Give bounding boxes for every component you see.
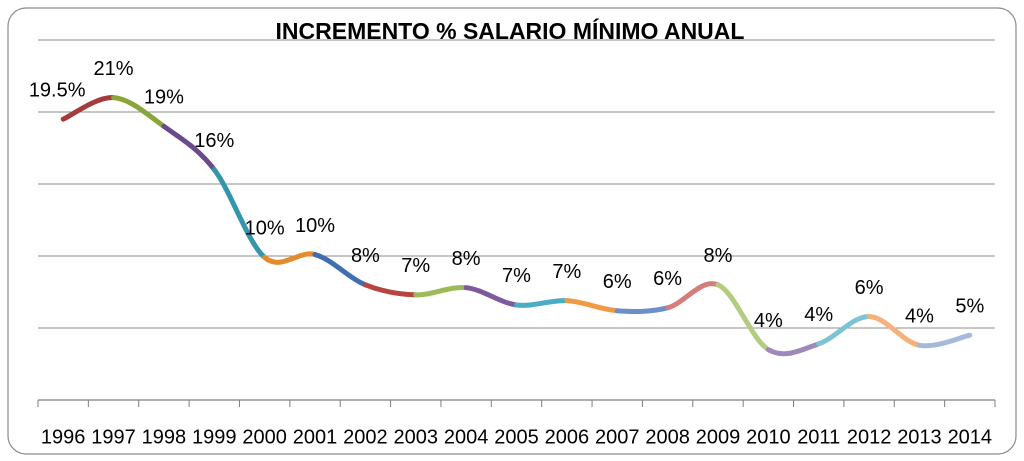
x-tick-label: 2012 xyxy=(847,426,892,448)
line-segment xyxy=(866,313,922,348)
data-label: 8% xyxy=(351,245,380,267)
data-label: 7% xyxy=(502,265,531,287)
line-series xyxy=(60,95,973,357)
x-tick-label: 2002 xyxy=(343,426,388,448)
data-label: 8% xyxy=(452,248,481,270)
grid xyxy=(37,39,996,407)
data-label: 21% xyxy=(94,58,134,80)
data-label: 4% xyxy=(754,310,783,332)
data-label: 7% xyxy=(552,261,581,283)
data-label: 7% xyxy=(401,255,430,277)
line-segment xyxy=(211,167,268,260)
line-segment xyxy=(715,282,771,353)
data-label: 19% xyxy=(144,87,184,109)
line-segment xyxy=(665,281,721,311)
data-label: 8% xyxy=(704,245,733,267)
x-tick-label: 1997 xyxy=(91,426,136,448)
line-segment xyxy=(262,251,318,265)
x-tick-label: 1996 xyxy=(41,426,86,448)
x-tick-label: 2010 xyxy=(746,426,791,448)
data-label: 10% xyxy=(245,218,285,240)
x-tick-label: 2006 xyxy=(545,426,590,448)
line-segment xyxy=(463,285,519,308)
line-segment xyxy=(816,313,872,347)
data-label: 10% xyxy=(295,215,335,237)
line-segment xyxy=(564,298,620,314)
x-tick-label: 2014 xyxy=(948,426,993,448)
x-tick-label: 2005 xyxy=(494,426,539,448)
line-segment xyxy=(614,305,671,314)
line-segment xyxy=(362,282,419,298)
labels: 19.5% 21% 19% 16% 10% 10% 8% 7% 8% 7% 7% 6% 6% 8% 4% 4%… xyxy=(29,58,992,448)
line-segment xyxy=(765,341,822,357)
x-tick-label: 2001 xyxy=(293,426,338,448)
x-tick-label: 2009 xyxy=(696,426,741,448)
x-tick-label: 2003 xyxy=(394,426,439,448)
x-tick-label: 1999 xyxy=(192,426,237,448)
line-segment xyxy=(111,95,167,129)
x-tick-label: 1998 xyxy=(142,426,187,448)
data-label: 4% xyxy=(905,306,934,328)
line-segment xyxy=(161,123,217,173)
x-tick-label: 2013 xyxy=(897,426,942,448)
x-tick-label: 2008 xyxy=(645,426,690,448)
line-segment xyxy=(514,298,570,308)
line-segment xyxy=(312,252,368,288)
data-label: 6% xyxy=(603,271,632,293)
x-tick-label: 2004 xyxy=(444,426,489,448)
chart-title: INCREMENTO % SALARIO MÍNIMO ANUAL xyxy=(276,17,745,44)
data-label: 5% xyxy=(955,295,984,317)
x-tick-label: 2011 xyxy=(797,426,840,448)
data-label: 6% xyxy=(855,277,884,299)
x-tick-label: 2000 xyxy=(242,426,287,448)
data-label: 16% xyxy=(194,130,234,152)
data-label: 4% xyxy=(804,304,833,326)
line-segment xyxy=(60,95,117,122)
data-label: 6% xyxy=(653,268,682,290)
x-tick-label: 2007 xyxy=(595,426,640,448)
chart-frame xyxy=(7,7,1017,455)
line-segment xyxy=(413,285,469,298)
line-segment xyxy=(916,332,973,349)
data-label: 19.5% xyxy=(29,79,86,101)
